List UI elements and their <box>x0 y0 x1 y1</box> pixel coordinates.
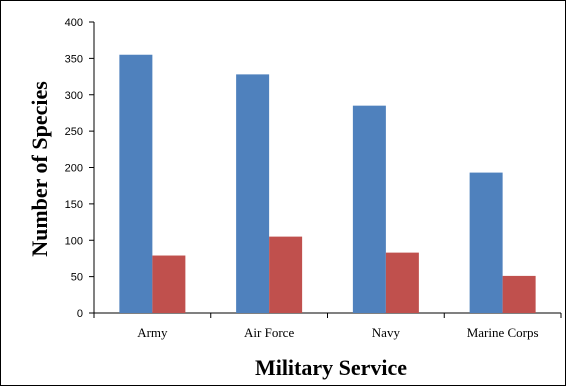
bar-series-2 <box>385 252 419 313</box>
x-axis-title: Military Service <box>255 355 407 380</box>
y-tick-label: 250 <box>65 126 83 138</box>
bar-series-2 <box>269 236 303 313</box>
y-tick-label: 0 <box>77 308 83 320</box>
y-tick-label: 100 <box>65 235 83 247</box>
bar-series-1 <box>119 54 153 314</box>
x-tick-label: Navy <box>372 325 401 340</box>
bar-series-2 <box>502 275 536 313</box>
x-tick-label: Marine Corps <box>467 325 539 340</box>
y-tick-label: 150 <box>65 199 83 211</box>
x-tick-label: Air Force <box>244 325 294 340</box>
y-tick-label: 350 <box>65 53 83 65</box>
bar-series-2 <box>152 255 186 313</box>
y-tick-label: 400 <box>65 17 83 29</box>
bar-series-1 <box>469 172 503 313</box>
bar-series-1 <box>236 74 270 313</box>
plot-area: 0 50 100 150 200 250 300 350 400 Army Air Force Nav… <box>65 17 562 340</box>
x-tick-label: Army <box>137 325 168 340</box>
y-tick-label: 300 <box>65 90 83 102</box>
bar-series-1 <box>352 105 386 313</box>
y-tick-label: 200 <box>65 163 83 175</box>
y-tick-label: 50 <box>71 272 83 284</box>
y-axis-title: Number of Species <box>27 81 52 257</box>
